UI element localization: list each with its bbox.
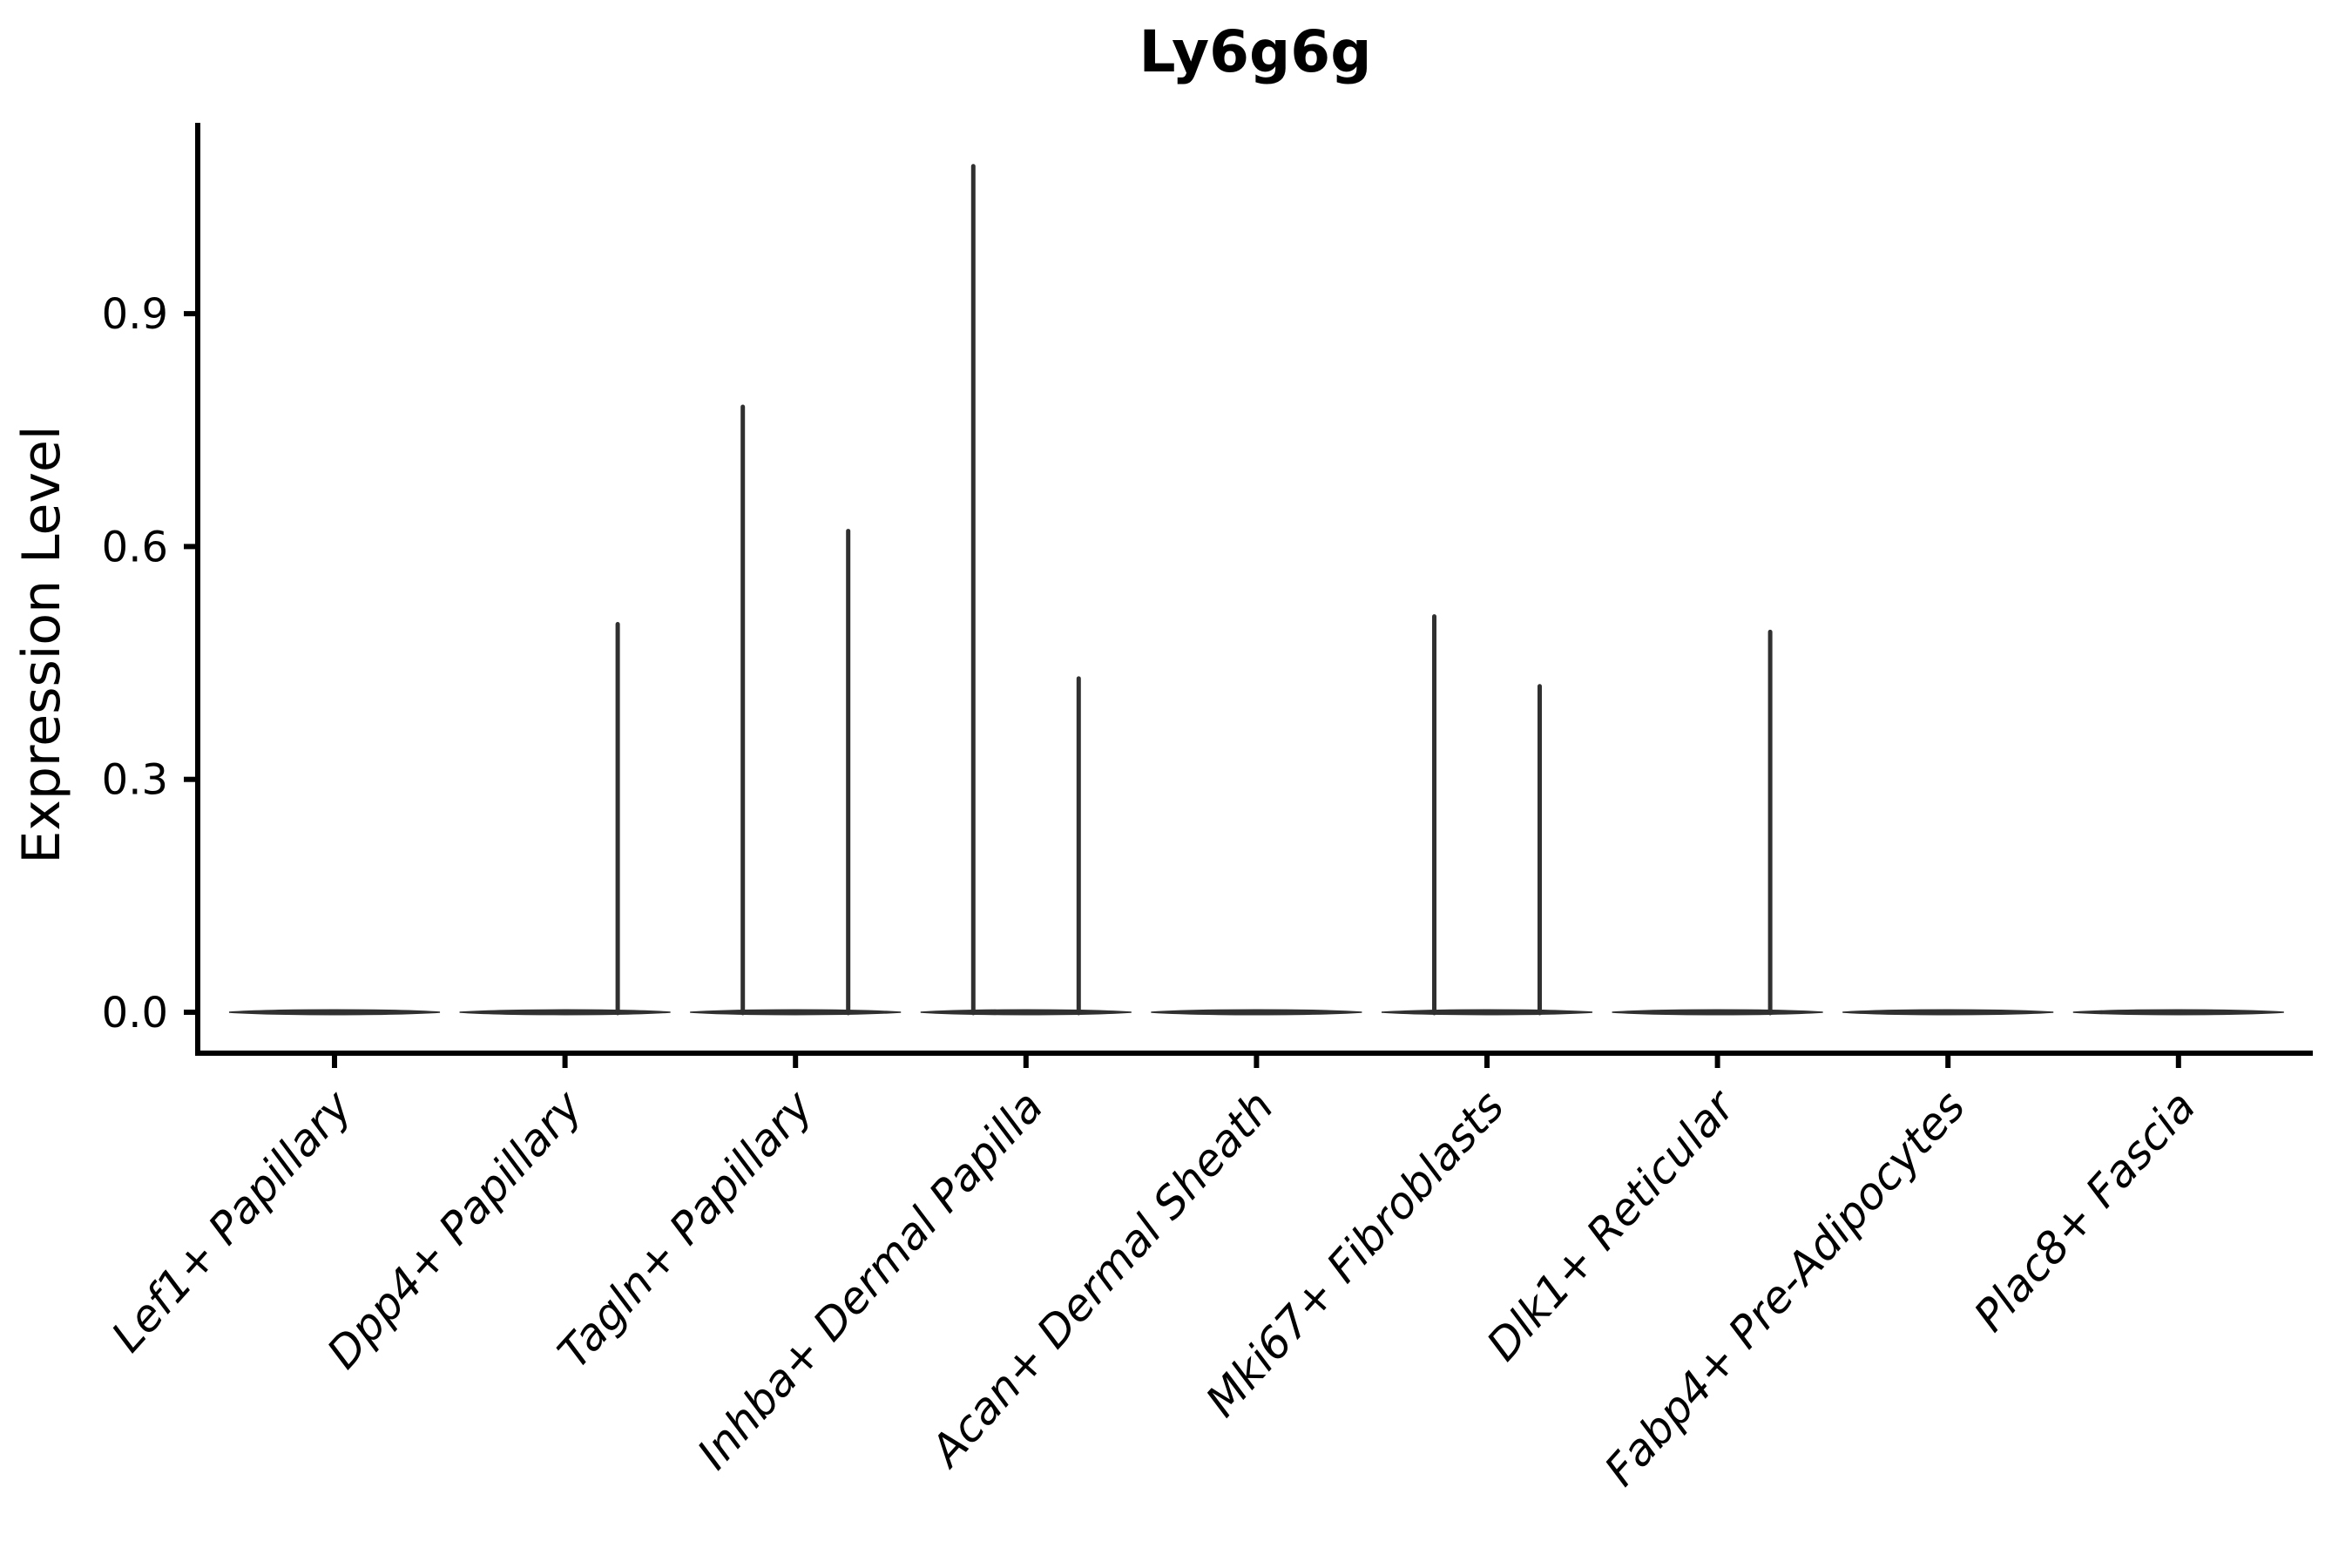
violin-base bbox=[1381, 1009, 1593, 1016]
x-tick-label: Dlk1+ Reticular bbox=[1477, 1079, 1747, 1370]
y-tick-label: 0.3 bbox=[102, 756, 168, 805]
y-tick-label: 0.6 bbox=[102, 523, 168, 571]
x-tick-label: Dpp4+ Papillary bbox=[317, 1080, 592, 1378]
y-tick-label: 0.0 bbox=[102, 989, 168, 1037]
violin-base bbox=[1612, 1009, 1823, 1016]
violin-base bbox=[1151, 1009, 1362, 1016]
chart-title: Ly6g6g bbox=[1139, 18, 1372, 85]
violin-base bbox=[920, 1009, 1132, 1016]
violin-base bbox=[228, 1009, 441, 1016]
x-tick-label: Plac8+ Fascia bbox=[1964, 1081, 2206, 1341]
violin-base bbox=[459, 1009, 671, 1016]
violin-base bbox=[1842, 1009, 2054, 1016]
x-tick-label: Lef1+ Papillary bbox=[102, 1080, 362, 1362]
y-tick-label: 0.9 bbox=[102, 290, 168, 339]
violin-base bbox=[2072, 1009, 2284, 1016]
y-axis-title: Expression Level bbox=[11, 425, 72, 863]
violin-base bbox=[690, 1009, 902, 1016]
violins bbox=[228, 164, 2284, 1016]
x-tick-label: Tagln+ Papillary bbox=[548, 1080, 823, 1378]
